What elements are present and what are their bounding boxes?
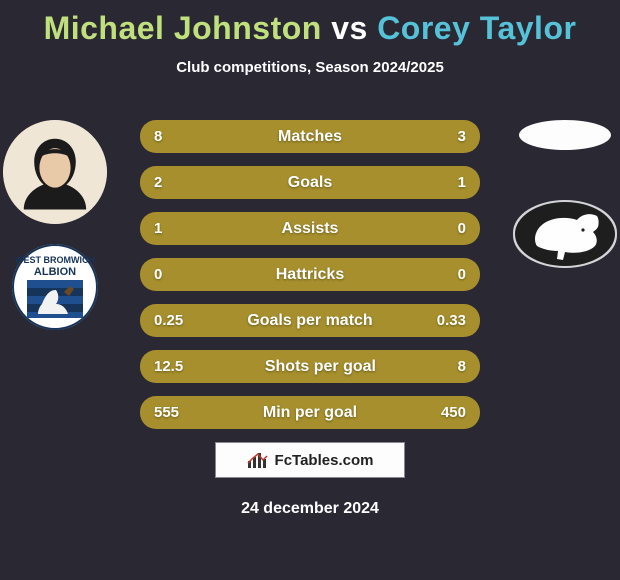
crest-text: ALBION bbox=[34, 266, 76, 278]
player2-avatar-placeholder bbox=[519, 120, 611, 150]
stat-right-value: 0 bbox=[458, 266, 466, 283]
page-title: Michael Johnston vs Corey Taylor bbox=[0, 0, 620, 47]
stat-label: Assists bbox=[282, 220, 339, 238]
stat-row: 12.5 Shots per goal 8 bbox=[140, 350, 480, 383]
stat-row: 1 Assists 0 bbox=[140, 212, 480, 245]
stat-right-value: 450 bbox=[441, 404, 466, 421]
stat-row: 2 Goals 1 bbox=[140, 166, 480, 199]
stat-right-value: 0.33 bbox=[437, 312, 466, 329]
bar-chart-icon bbox=[247, 451, 269, 469]
title-player1: Michael Johnston bbox=[44, 10, 322, 46]
stat-left-value: 1 bbox=[154, 220, 162, 237]
stat-right-value: 1 bbox=[458, 174, 466, 191]
svg-text:WEST BROMWICH: WEST BROMWICH bbox=[15, 255, 95, 265]
stat-left-value: 555 bbox=[154, 404, 179, 421]
derby-ram-icon bbox=[513, 200, 617, 268]
fctables-label: FcTables.com bbox=[275, 452, 374, 469]
stat-label: Min per goal bbox=[263, 404, 357, 422]
stat-left-value: 2 bbox=[154, 174, 162, 191]
stat-right-value: 3 bbox=[458, 128, 466, 145]
footer-date: 24 december 2024 bbox=[241, 500, 379, 518]
stat-label: Matches bbox=[278, 128, 342, 146]
stat-row: 0 Hattricks 0 bbox=[140, 258, 480, 291]
player2-club-crest bbox=[513, 200, 617, 268]
player1-club-crest: WEST BROMWICH ALBION bbox=[12, 244, 98, 330]
stats-table: 8 Matches 3 2 Goals 1 1 Assists 0 0 Hatt… bbox=[140, 120, 480, 429]
right-column bbox=[510, 120, 620, 268]
stat-left-value: 12.5 bbox=[154, 358, 183, 375]
stat-left-value: 0 bbox=[154, 266, 162, 283]
wba-crest-icon: WEST BROMWICH ALBION bbox=[12, 244, 98, 330]
stat-row: 0.25 Goals per match 0.33 bbox=[140, 304, 480, 337]
stat-label: Goals per match bbox=[247, 312, 372, 330]
player1-avatar bbox=[3, 120, 107, 224]
stat-row: 555 Min per goal 450 bbox=[140, 396, 480, 429]
stat-right-value: 0 bbox=[458, 220, 466, 237]
stat-row: 8 Matches 3 bbox=[140, 120, 480, 153]
fctables-link[interactable]: FcTables.com bbox=[215, 442, 405, 478]
stat-label: Hattricks bbox=[276, 266, 344, 284]
left-column: WEST BROMWICH ALBION bbox=[0, 120, 110, 330]
stat-left-value: 8 bbox=[154, 128, 162, 145]
stat-right-value: 8 bbox=[458, 358, 466, 375]
stat-label: Shots per goal bbox=[265, 358, 376, 376]
subtitle: Club competitions, Season 2024/2025 bbox=[0, 59, 620, 76]
person-icon bbox=[3, 120, 107, 224]
stat-left-value: 0.25 bbox=[154, 312, 183, 329]
title-player2: Corey Taylor bbox=[377, 10, 576, 46]
stat-label: Goals bbox=[288, 174, 332, 192]
title-vs: vs bbox=[331, 10, 368, 46]
